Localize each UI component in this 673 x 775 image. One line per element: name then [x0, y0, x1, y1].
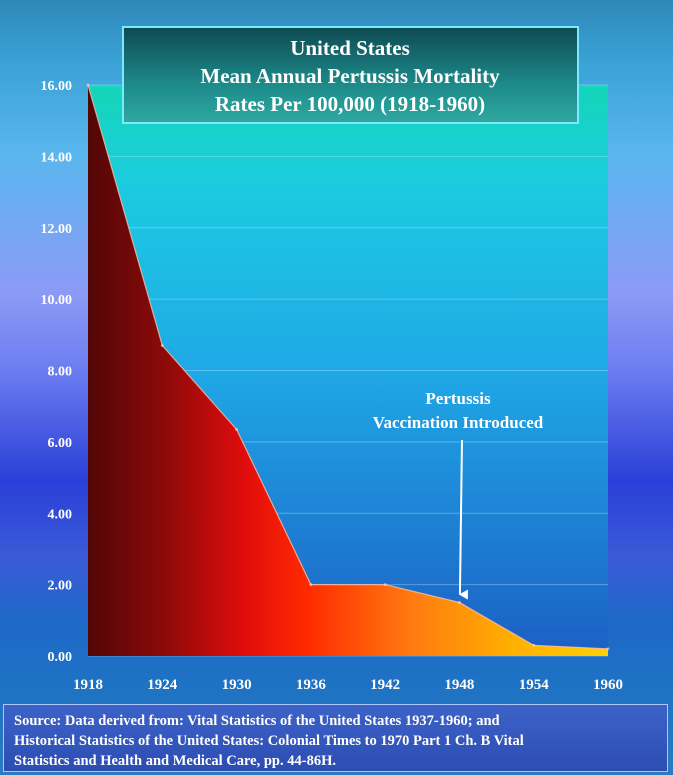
data-point	[383, 583, 387, 587]
mortality-area	[88, 85, 608, 656]
data-point	[309, 583, 313, 587]
mortality-line	[87, 84, 609, 650]
annotation-arrow	[458, 439, 468, 600]
data-points	[86, 83, 610, 651]
x-tick-label: 1924	[147, 677, 178, 693]
chart-title-line-1: United States	[290, 36, 410, 60]
y-tick-label: 4.00	[48, 507, 73, 522]
chart-title-line-3: Rates Per 100,000 (1918-1960)	[215, 92, 485, 116]
x-tick-label: 1936	[296, 677, 327, 693]
annotation-line-2: Vaccination Introduced	[373, 413, 544, 432]
x-tick-label: 1942	[370, 677, 400, 693]
y-tick-label: 6.00	[48, 436, 73, 451]
y-tick-label: 12.00	[41, 222, 73, 237]
data-point	[457, 600, 461, 604]
x-tick-label: 1930	[222, 677, 252, 693]
chart-title-line-2: Mean Annual Pertussis Mortality	[200, 64, 500, 88]
x-tick-label: 1960	[593, 677, 623, 693]
vaccination-annotation: Pertussis Vaccination Introduced	[373, 389, 544, 600]
y-tick-label: 10.00	[41, 293, 73, 308]
source-note: Source: Data derived from: Vital Statist…	[3, 704, 668, 772]
y-axis-ticks: 0.00 2.00 4.00 6.00 8.00 10.00 12.00 14.00 16.00	[41, 79, 73, 665]
data-point	[606, 647, 610, 651]
x-tick-label: 1918	[73, 677, 103, 693]
source-line-1: Source: Data derived from: Vital Statist…	[14, 713, 500, 729]
y-tick-label: 16.00	[41, 79, 73, 94]
source-line-3: Statistics and Health and Medical Care, …	[14, 753, 336, 769]
y-tick-label: 8.00	[48, 365, 73, 380]
data-point	[235, 427, 239, 431]
annotation-line-1: Pertussis	[425, 389, 491, 408]
y-tick-label: 14.00	[41, 150, 73, 165]
source-line-2: Historical Statistics of the United Stat…	[14, 733, 524, 749]
y-tick-label: 2.00	[48, 579, 73, 594]
y-tick-label: 0.00	[48, 650, 73, 665]
data-point	[86, 83, 90, 87]
x-axis-ticks: 1918 1924 1930 1936 1942 1948 1954 1960	[73, 677, 623, 693]
x-tick-label: 1954	[519, 677, 550, 693]
chart-title-box: United States Mean Annual Pertussis Mort…	[122, 26, 579, 124]
data-point	[532, 643, 536, 647]
data-point	[160, 344, 164, 348]
x-tick-label: 1948	[444, 677, 474, 693]
